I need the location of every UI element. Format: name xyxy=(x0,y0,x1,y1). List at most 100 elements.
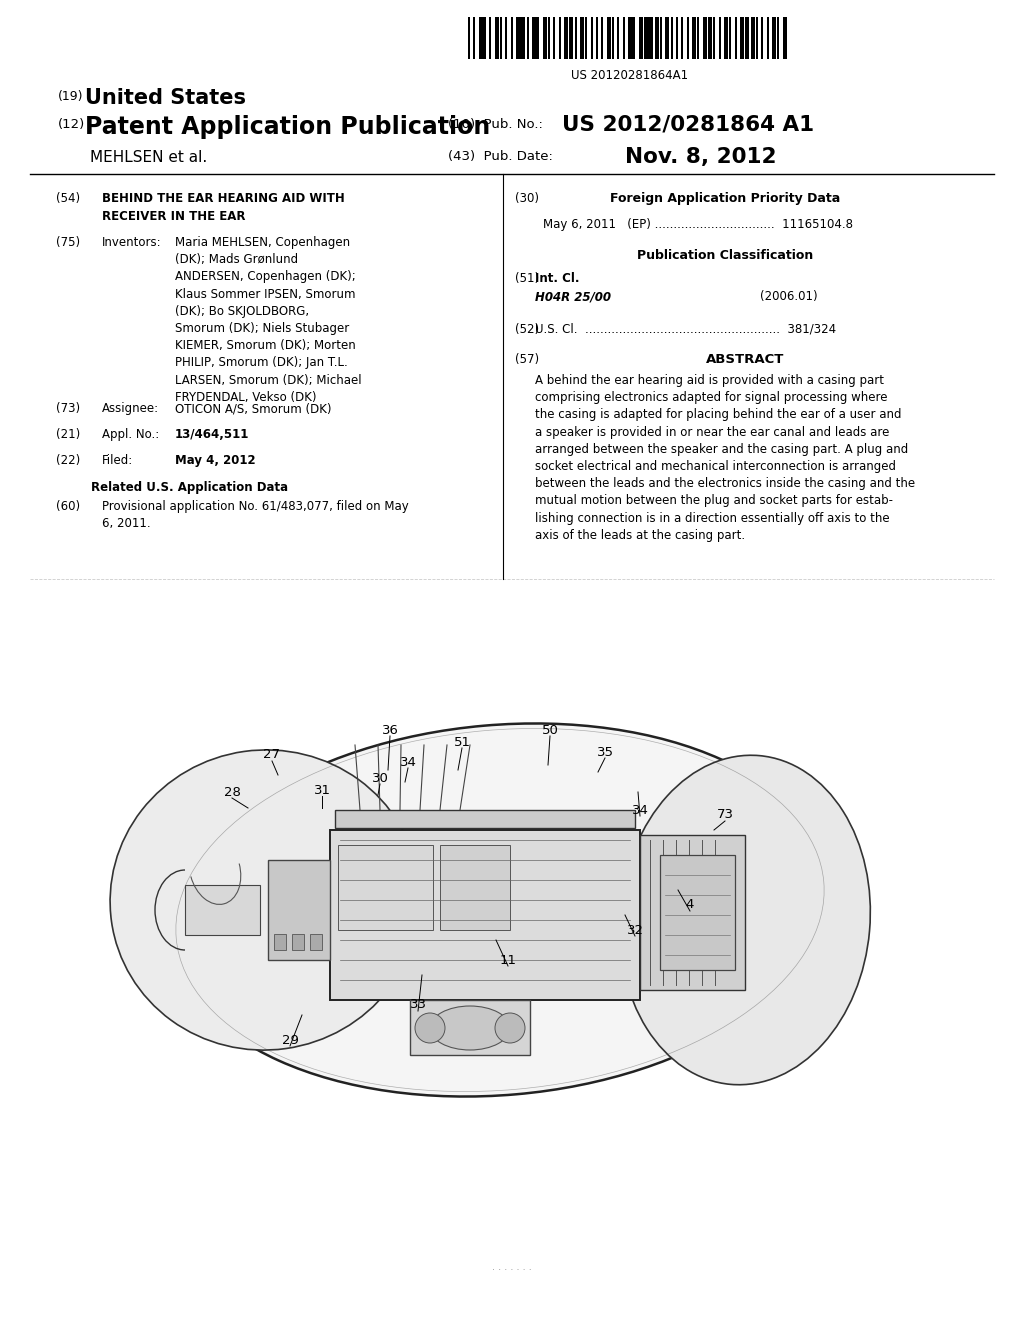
Text: (52): (52) xyxy=(515,323,539,337)
Text: (43)  Pub. Date:: (43) Pub. Date: xyxy=(449,150,553,162)
Text: 33: 33 xyxy=(410,998,427,1011)
Bar xyxy=(274,935,286,950)
Bar xyxy=(729,17,731,59)
Text: Foreign Application Priority Data: Foreign Application Priority Data xyxy=(610,191,840,205)
Text: (21): (21) xyxy=(56,428,80,441)
Bar xyxy=(586,17,587,59)
Bar xyxy=(335,810,635,828)
Text: 11: 11 xyxy=(500,953,516,966)
Bar xyxy=(516,17,522,59)
Bar xyxy=(708,17,712,59)
Bar xyxy=(511,17,513,59)
Bar xyxy=(761,17,763,59)
Bar xyxy=(649,17,653,59)
Bar xyxy=(440,845,510,931)
Bar xyxy=(553,17,555,59)
Bar xyxy=(500,17,502,59)
Text: 51: 51 xyxy=(454,735,470,748)
Bar xyxy=(660,855,735,970)
Bar xyxy=(660,17,662,59)
Text: Maria MEHLSEN, Copenhagen
(DK); Mads Grønlund
ANDERSEN, Copenhagen (DK);
Klaus S: Maria MEHLSEN, Copenhagen (DK); Mads Grø… xyxy=(175,236,361,404)
Bar xyxy=(628,17,634,59)
Bar xyxy=(724,17,728,59)
Text: May 4, 2012: May 4, 2012 xyxy=(175,454,256,467)
Bar xyxy=(633,17,635,59)
Text: 32: 32 xyxy=(627,924,643,936)
Text: A behind the ear hearing aid is provided with a casing part
comprising electroni: A behind the ear hearing aid is provided… xyxy=(535,374,915,541)
Bar xyxy=(612,17,614,59)
Text: (12): (12) xyxy=(58,117,85,131)
Bar xyxy=(654,17,658,59)
Text: (19): (19) xyxy=(58,90,84,103)
Text: U.S. Cl.  ....................................................  381/324: U.S. Cl. ...............................… xyxy=(535,323,837,337)
Bar xyxy=(596,17,598,59)
Text: United States: United States xyxy=(85,88,246,108)
Bar xyxy=(623,17,625,59)
Text: (57): (57) xyxy=(515,352,539,366)
Text: (51): (51) xyxy=(515,272,539,285)
Text: Inventors:: Inventors: xyxy=(102,236,162,249)
Ellipse shape xyxy=(495,1012,525,1043)
Text: May 6, 2011   (EP) ................................  11165104.8: May 6, 2011 (EP) .......................… xyxy=(543,218,853,231)
Bar xyxy=(666,17,669,59)
Bar xyxy=(559,17,560,59)
Bar xyxy=(478,17,484,59)
Text: Nov. 8, 2012: Nov. 8, 2012 xyxy=(625,147,776,168)
Bar xyxy=(468,17,470,59)
Text: 35: 35 xyxy=(597,746,613,759)
Bar xyxy=(702,17,707,59)
Text: 34: 34 xyxy=(632,804,648,817)
Text: Filed:: Filed: xyxy=(102,454,133,467)
Text: (2006.01): (2006.01) xyxy=(760,290,817,304)
Bar xyxy=(745,17,750,59)
Text: (60): (60) xyxy=(56,500,80,513)
Text: (54): (54) xyxy=(56,191,80,205)
Text: (73): (73) xyxy=(56,403,80,414)
Bar xyxy=(569,17,573,59)
Bar xyxy=(580,17,584,59)
Bar xyxy=(484,17,486,59)
Text: ABSTRACT: ABSTRACT xyxy=(706,352,784,366)
Bar xyxy=(676,17,678,59)
Bar xyxy=(639,17,642,59)
Text: 31: 31 xyxy=(313,784,331,796)
Text: Patent Application Publication: Patent Application Publication xyxy=(85,115,490,139)
Bar xyxy=(640,836,745,990)
Bar xyxy=(606,17,610,59)
Bar xyxy=(495,17,499,59)
Bar xyxy=(338,845,433,931)
Bar xyxy=(767,17,769,59)
Bar xyxy=(756,17,758,59)
Bar xyxy=(292,935,304,950)
Text: Publication Classification: Publication Classification xyxy=(637,249,813,261)
Text: 34: 34 xyxy=(399,755,417,768)
Bar xyxy=(697,17,699,59)
Text: US 2012/0281864 A1: US 2012/0281864 A1 xyxy=(562,115,814,135)
Bar xyxy=(719,17,721,59)
Text: Related U.S. Application Data: Related U.S. Application Data xyxy=(91,480,289,494)
Text: (10)  Pub. No.:: (10) Pub. No.: xyxy=(449,117,543,131)
Bar xyxy=(532,17,538,59)
Text: 73: 73 xyxy=(717,808,733,821)
Bar xyxy=(601,17,603,59)
Text: MEHLSEN et al.: MEHLSEN et al. xyxy=(90,150,207,165)
Text: . . . . . . .: . . . . . . . xyxy=(493,1262,531,1272)
Bar xyxy=(543,17,547,59)
Text: (30): (30) xyxy=(515,191,539,205)
Bar xyxy=(591,17,593,59)
Bar xyxy=(777,17,779,59)
Bar xyxy=(740,17,743,59)
Text: Appl. No.:: Appl. No.: xyxy=(102,428,160,441)
Bar xyxy=(692,17,696,59)
Bar xyxy=(751,17,755,59)
Bar xyxy=(671,17,673,59)
Bar xyxy=(548,17,550,59)
Text: US 20120281864A1: US 20120281864A1 xyxy=(571,69,688,82)
Text: OTICON A/S, Smorum (DK): OTICON A/S, Smorum (DK) xyxy=(175,403,332,414)
Bar xyxy=(505,17,507,59)
Text: 36: 36 xyxy=(382,723,398,737)
Bar xyxy=(687,17,688,59)
Ellipse shape xyxy=(415,1012,445,1043)
Text: 27: 27 xyxy=(263,748,281,762)
Bar xyxy=(574,17,577,59)
